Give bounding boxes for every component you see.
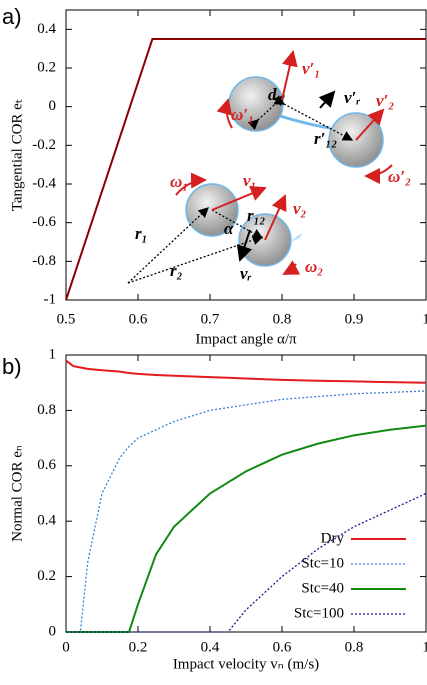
y-tick-label: -1 <box>44 291 57 307</box>
y-tick-label: 0 <box>49 623 57 639</box>
annotation: r′₁₂ <box>314 129 337 148</box>
series-line <box>66 492 427 633</box>
annotation: r₁ <box>135 224 148 243</box>
annotation: α <box>224 219 234 238</box>
annotation: v₂ <box>293 199 307 218</box>
y-tick-label: 0.4 <box>37 21 56 37</box>
x-axis-title: Impact angle α/π <box>195 331 297 347</box>
legend-label: Stc=40 <box>301 580 344 596</box>
x-tick-label: 0.2 <box>129 639 148 655</box>
x-tick-label: 0.8 <box>273 311 292 327</box>
y-tick-label: 0.8 <box>37 402 56 418</box>
x-tick-label: 1 <box>422 639 427 655</box>
x-tick-label: 0.5 <box>57 311 76 327</box>
x-tick-label: 0.9 <box>345 311 364 327</box>
x-tick-label: 0.7 <box>201 311 220 327</box>
sketch <box>127 50 393 284</box>
x-tick-label: 0 <box>62 639 70 655</box>
legend-label: Stc=10 <box>301 555 344 571</box>
annotation: vᵣ <box>240 264 252 283</box>
y-tick-label: 1 <box>49 346 57 362</box>
y-tick-label: 0.6 <box>37 457 56 473</box>
x-tick-label: 0.8 <box>345 639 364 655</box>
y-tick-label: -0.6 <box>32 214 56 230</box>
x-axis-title: Impact velocity vₙ (m/s) <box>173 656 319 672</box>
x-tick-label: 0.6 <box>129 311 148 327</box>
annotation: v₁ <box>243 171 256 190</box>
x-tick-label: 0.4 <box>201 639 220 655</box>
legend-label: Dry <box>321 530 345 546</box>
y-tick-label: -0.4 <box>32 175 56 191</box>
y-tick-label: 0.2 <box>37 59 56 75</box>
panel-label: a) <box>2 4 22 29</box>
series-line <box>66 424 427 633</box>
annotation: v′₁ <box>302 59 320 78</box>
annotation: r₁₂ <box>247 206 266 225</box>
series-line <box>66 390 427 633</box>
annotation: ω₁ <box>170 172 188 191</box>
y-tick-label: 0.2 <box>37 568 56 584</box>
y-tick-label: -0.8 <box>32 253 56 269</box>
x-tick-label: 0.6 <box>273 639 292 655</box>
panel-label: b) <box>2 354 22 379</box>
y-tick-label: 0 <box>49 98 57 114</box>
legend-label: Stc=100 <box>294 605 344 621</box>
annotation: d <box>268 85 277 104</box>
y-tick-label: -0.2 <box>32 137 56 153</box>
annotation: ω₂ <box>305 257 323 276</box>
y-tick-label: 0.4 <box>37 513 56 529</box>
series-line <box>65 359 427 384</box>
series-line <box>65 38 426 301</box>
plot-frame <box>65 9 427 301</box>
annotation: v′ᵣ <box>344 88 360 107</box>
y-axis-title: Normal COR eₙ <box>9 445 25 542</box>
annotation: ω′₁ <box>231 105 254 124</box>
plot-frame <box>65 354 427 633</box>
y-axis-title: Tangential COR eₜ <box>9 99 25 212</box>
annotation: r₂ <box>170 261 183 280</box>
x-tick-label: 1 <box>422 311 427 327</box>
annotation: ω′₂ <box>388 167 411 186</box>
annotation: v′₂ <box>376 91 394 110</box>
